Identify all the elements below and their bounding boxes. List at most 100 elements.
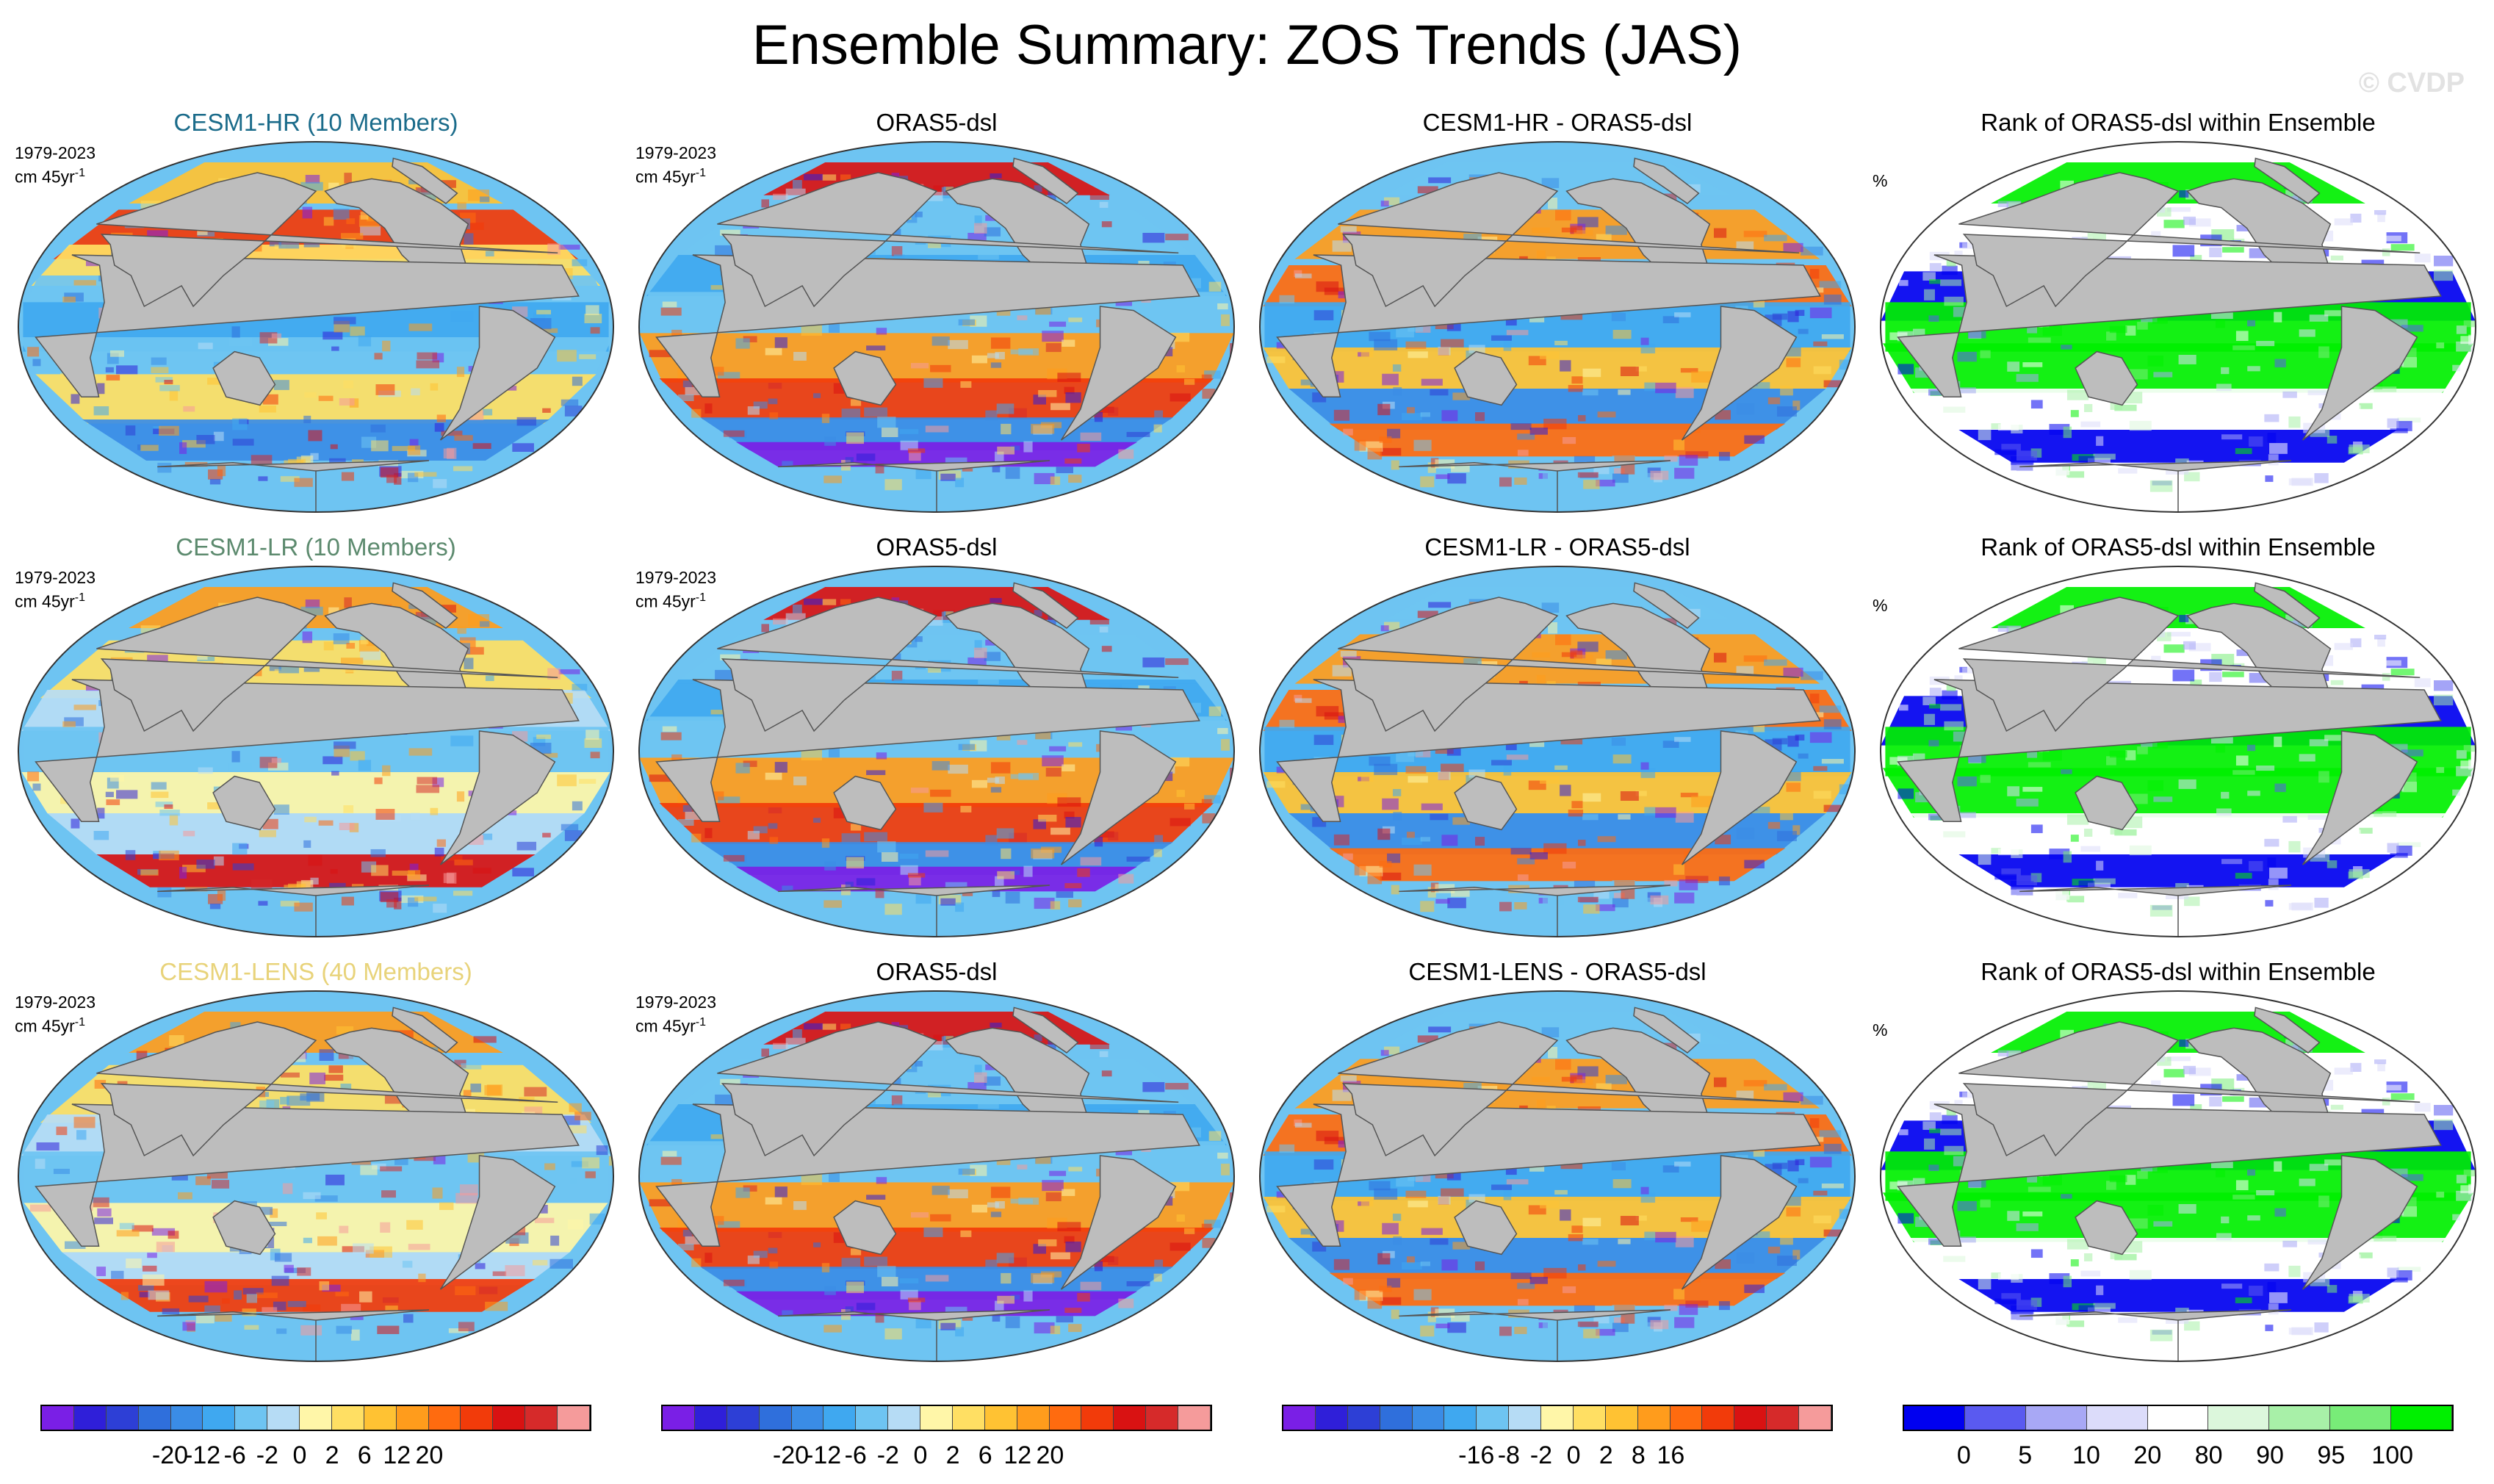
colorbar-tick-label: 16 [1657, 1441, 1685, 1469]
colorbar-swatch [1605, 1406, 1638, 1430]
colorbar-swatches [1903, 1405, 2454, 1431]
colorbar-swatch [1964, 1406, 2026, 1430]
colorbar-tick-label: 20 [2133, 1441, 2162, 1469]
colorbar-swatch [694, 1406, 727, 1430]
colorbar-tick-label: 6 [978, 1441, 992, 1469]
world-map [18, 990, 614, 1362]
colorbar-swatch [1702, 1406, 1735, 1430]
colorbar-swatch [888, 1406, 920, 1430]
units-label: cm 45yr-1 [15, 588, 95, 612]
units-exponent: -1 [695, 591, 707, 604]
colorbar-tick-label: -16 [1458, 1441, 1495, 1469]
panel-title: CESM1-LENS - ORAS5-dsl [1408, 958, 1706, 985]
world-map [18, 141, 614, 513]
panel-title: CESM1-LR (10 Members) [176, 533, 456, 561]
colorbar-4: 0 5 10 20 80 90 95 100 [1903, 1405, 2454, 1475]
colorbar-swatch [1541, 1406, 1574, 1430]
units-label: cm 45yr-1 [635, 588, 716, 612]
colorbar-tick-label: 2 [325, 1441, 339, 1469]
units-label: cm 45yr-1 [15, 163, 95, 187]
colorbar-swatch [364, 1406, 397, 1430]
colorbar-swatch [856, 1406, 889, 1430]
colorbar-swatch [1178, 1406, 1211, 1430]
colorbar-swatches [1282, 1405, 1833, 1431]
map-panel-obs: ORAS5-dsl 1979-2023 cm 45yr-1 [628, 533, 1245, 945]
map-panel-obs: ORAS5-dsl 1979-2023 cm 45yr-1 [628, 958, 1245, 1369]
colorbar-swatch [727, 1406, 760, 1430]
colorbar-tick-label: 0 [1566, 1441, 1581, 1469]
colorbar-tick-label: -12 [805, 1441, 842, 1469]
world-map [1880, 990, 2476, 1362]
colorbar-swatch [1799, 1406, 1831, 1430]
colorbar-tick-label: -20 [151, 1441, 189, 1469]
colorbar-swatch [1734, 1406, 1767, 1430]
colorbar-swatch [2330, 1406, 2392, 1430]
colorbar-swatch [1767, 1406, 1799, 1430]
colorbar-tick-label: 95 [2317, 1441, 2346, 1469]
colorbar-2: -20 -12 -6 -2 0 2 6 12 20 [661, 1405, 1212, 1475]
map-panel-diff: CESM1-HR - ORAS5-dsl [1249, 109, 1866, 520]
map-panel-rank: Rank of ORAS5-dsl within Ensemble% [1870, 533, 2487, 945]
colorbar-tick-label: -6 [223, 1441, 246, 1469]
units-exponent: -1 [74, 167, 86, 179]
figure-title: Ensemble Summary: ZOS Trends (JAS) [752, 14, 1742, 76]
period-label: 1979-2023 [15, 993, 95, 1012]
period-label: 1979-2023 [635, 993, 716, 1012]
world-map [1259, 990, 1856, 1362]
colorbar-tick-label: 6 [357, 1441, 372, 1469]
units-exponent: -1 [74, 1016, 86, 1029]
panel-title: CESM1-LENS (40 Members) [159, 958, 472, 985]
colorbar-swatch [1412, 1406, 1445, 1430]
colorbar-tick-label: 100 [2371, 1441, 2414, 1469]
colorbar-swatch [331, 1406, 364, 1430]
map-panel-model: CESM1-LENS (40 Members) 1979-2023 cm 45yr-… [7, 958, 624, 1369]
colorbar-tick-label: 2 [1599, 1441, 1613, 1469]
units-text: cm 45yr [15, 591, 75, 611]
colorbar-swatch [2391, 1406, 2453, 1430]
panel-title: ORAS5-dsl [876, 958, 998, 985]
colorbar-swatch [73, 1406, 107, 1430]
colorbar-swatch [2086, 1406, 2148, 1430]
map-panel-model: CESM1-LR (10 Members) 1979-2023 cm 45yr-1 [7, 533, 624, 945]
colorbar-tick-label: -2 [1529, 1441, 1553, 1469]
colorbar-swatch [1114, 1406, 1147, 1430]
panel-title: Rank of ORAS5-dsl within Ensemble [1981, 533, 2376, 561]
colorbar-swatch [1509, 1406, 1541, 1430]
colorbar-swatch [1477, 1406, 1510, 1430]
panel-meta: 1979-2023 cm 45yr-1 [635, 992, 716, 1037]
colorbar-swatch [1670, 1406, 1703, 1430]
colorbar-swatch [300, 1406, 332, 1430]
colorbar-tick-label: 10 [2072, 1441, 2100, 1469]
units-text: cm 45yr [15, 167, 75, 187]
percent-unit-label: % [1873, 171, 1888, 190]
colorbar-3: -16 -8 -2 0 2 8 16 [1282, 1405, 1833, 1475]
colorbar-tick-label: 8 [1631, 1441, 1646, 1469]
colorbar-swatch [1283, 1406, 1316, 1430]
colorbar-swatch [2025, 1406, 2087, 1430]
colorbar-swatch [920, 1406, 953, 1430]
colorbar-swatch [984, 1406, 1017, 1430]
colorbar-swatch [106, 1406, 139, 1430]
colorbar-swatches [661, 1405, 1212, 1431]
world-map [638, 141, 1235, 513]
world-map [1259, 141, 1856, 513]
panel-title: Rank of ORAS5-dsl within Ensemble [1981, 109, 2376, 136]
colorbar-swatch [203, 1406, 236, 1430]
panel-meta: 1979-2023 cm 45yr-1 [635, 567, 716, 612]
colorbar-swatch [1380, 1406, 1413, 1430]
colorbar-swatch [1904, 1406, 1965, 1430]
period-label: 1979-2023 [635, 568, 716, 587]
colorbar-swatch [759, 1406, 792, 1430]
colorbar-swatch [791, 1406, 824, 1430]
units-label: cm 45yr-1 [15, 1012, 95, 1037]
map-panel-model: CESM1-HR (10 Members) 1979-2023 cm 45yr-1 [7, 109, 624, 520]
map-panel-rank: Rank of ORAS5-dsl within Ensemble% [1870, 109, 2487, 520]
units-text: cm 45yr [635, 1016, 696, 1036]
colorbar-swatch [1146, 1406, 1178, 1430]
colorbar-swatch [235, 1406, 268, 1430]
colorbar-swatch [952, 1406, 985, 1430]
panel-title: CESM1-LR - ORAS5-dsl [1424, 533, 1690, 561]
colorbar-swatch [267, 1406, 300, 1430]
world-map [1880, 566, 2476, 937]
panel-meta: 1979-2023 cm 45yr-1 [15, 567, 95, 612]
